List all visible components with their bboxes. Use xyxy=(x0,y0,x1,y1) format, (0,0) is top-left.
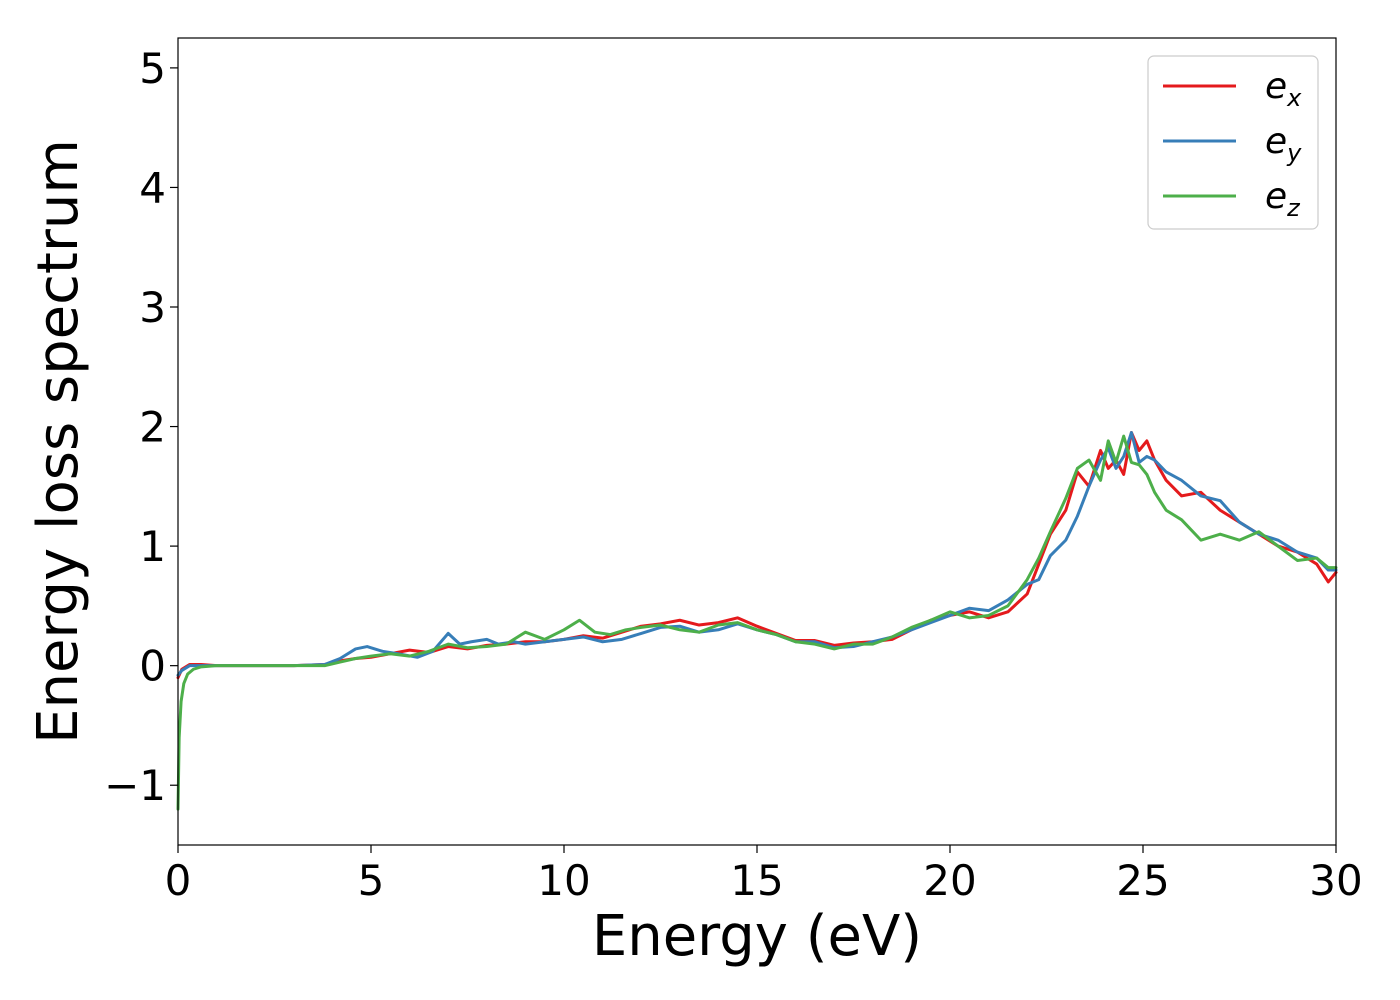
legend-label-ey: ey xyxy=(1265,121,1302,167)
legend: ex ey ez xyxy=(1147,55,1319,230)
y-tick-label: 3 xyxy=(139,283,166,332)
legend-label-ex: ex xyxy=(1265,66,1302,112)
x-axis-ticks: 0 5 10 15 20 25 30 xyxy=(165,845,1363,905)
series-line-ey xyxy=(176,431,1338,677)
x-tick-label: 25 xyxy=(1116,856,1169,905)
y-tick-label: 4 xyxy=(139,163,166,212)
y-tick-label: 5 xyxy=(139,44,166,93)
x-tick-label: 0 xyxy=(165,856,192,905)
x-tick-label: 10 xyxy=(537,856,590,905)
y-axis-ticks: −1 0 1 2 3 4 5 xyxy=(104,44,178,810)
y-tick-label: 1 xyxy=(139,522,166,571)
x-tick-label: 5 xyxy=(358,856,385,905)
y-tick-label: −1 xyxy=(104,761,166,810)
y-tick-label: 0 xyxy=(139,642,166,691)
x-tick-label: 20 xyxy=(923,856,976,905)
series-line-ez xyxy=(176,434,1338,811)
x-tick-label: 15 xyxy=(730,856,783,905)
y-axis-label: Energy loss spectrum xyxy=(26,139,91,744)
x-tick-label: 30 xyxy=(1309,856,1362,905)
y-tick-label: 2 xyxy=(139,403,166,452)
x-axis-label: Energy (eV) xyxy=(592,904,922,969)
legend-label-ez: ez xyxy=(1265,176,1301,222)
